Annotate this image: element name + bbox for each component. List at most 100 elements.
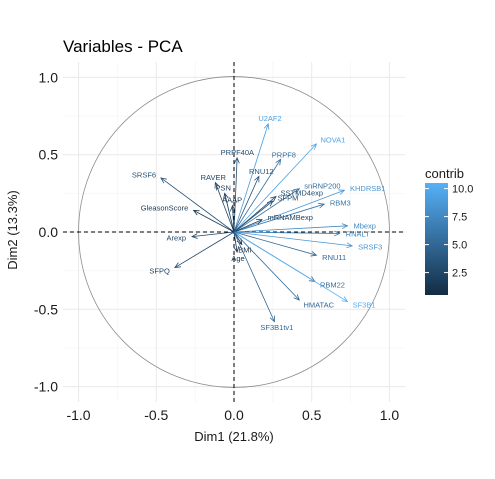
variable-arrow bbox=[233, 231, 353, 247]
variable-label: GleasonScore bbox=[141, 204, 189, 213]
variable-arrow bbox=[160, 177, 235, 233]
variable-label: SSTMD4exp bbox=[281, 189, 324, 198]
variable-label: Age bbox=[231, 254, 244, 263]
y-tick-label: -1.0 bbox=[34, 379, 58, 395]
variable-arrow bbox=[224, 193, 235, 233]
variable-arrowhead bbox=[341, 296, 349, 303]
variable-arrowhead bbox=[223, 192, 229, 200]
variable-arrowhead bbox=[263, 122, 270, 130]
y-tick-label: 0.5 bbox=[39, 147, 59, 163]
variable-label: RNALT bbox=[346, 230, 370, 239]
variable-label: U2AF2 bbox=[258, 114, 281, 123]
variable-label: SRSF3 bbox=[358, 243, 382, 252]
variable-label: RBM22 bbox=[320, 281, 345, 290]
variable-arrow bbox=[233, 225, 348, 233]
variable-arrow bbox=[233, 157, 238, 233]
variable-label: Arexp bbox=[166, 233, 186, 242]
variable-arrow bbox=[233, 231, 275, 322]
x-tick-label: -0.5 bbox=[144, 407, 168, 423]
variable-arrowhead bbox=[275, 158, 282, 166]
y-tick-label: 1.0 bbox=[39, 69, 59, 85]
variable-arrow bbox=[214, 182, 235, 233]
variable-label: HMATAC bbox=[303, 300, 334, 309]
variable-label: AAAP bbox=[222, 196, 242, 205]
variable-arrow bbox=[233, 231, 340, 234]
variable-arrow bbox=[233, 159, 281, 233]
variable-label: Mbexp bbox=[353, 221, 376, 230]
variable-arrowhead bbox=[293, 294, 300, 301]
legend-tick-label: 7.5 bbox=[452, 212, 467, 224]
variable-label: RAVER bbox=[201, 173, 227, 182]
variable-label: NOVA1 bbox=[320, 136, 345, 145]
variable-arrow bbox=[233, 231, 300, 301]
x-tick-label: 0.5 bbox=[302, 407, 322, 423]
variable-arrow bbox=[233, 219, 263, 233]
variable-label: RNU11 bbox=[322, 253, 346, 262]
variable-label: PRPF8 bbox=[272, 150, 296, 159]
variable-arrowhead bbox=[293, 188, 301, 195]
variable-arrow bbox=[233, 231, 317, 256]
x-tick-label: -1.0 bbox=[66, 407, 90, 423]
variable-arrow bbox=[174, 231, 235, 268]
variable-arrowhead bbox=[191, 233, 198, 239]
variable-arrowhead bbox=[233, 246, 240, 254]
variable-arrow bbox=[233, 231, 348, 302]
y-axis-title: Dim2 (13.3%) bbox=[5, 190, 20, 269]
variable-arrowhead bbox=[254, 175, 260, 183]
variable-arrowhead bbox=[338, 189, 346, 195]
variable-label: BMI bbox=[238, 245, 251, 254]
legend-colorbar bbox=[425, 183, 448, 295]
legend-title: contrib bbox=[425, 166, 464, 181]
plot-panel: -1.0 -0.5 0.0 0.5 1.0 -1.0 -0.5 0.0 0.5 1.0 U2AF2 N… bbox=[34, 62, 405, 423]
variable-arrow bbox=[233, 176, 260, 233]
variable-label: mRNAMBexp bbox=[267, 213, 312, 222]
variable-arrow bbox=[233, 143, 317, 233]
variable-label: PRPF40A bbox=[221, 148, 254, 157]
x-axis-title: Dim1 (21.8%) bbox=[194, 429, 273, 444]
variable-arrow bbox=[233, 188, 300, 233]
variable-label: RNU12 bbox=[249, 167, 274, 176]
variable-arrowhead bbox=[310, 143, 318, 150]
contrib-legend: contrib 10.0 7.5 5.0 2.5 bbox=[425, 166, 473, 295]
variable-arrow bbox=[232, 205, 235, 233]
variable-arrowhead bbox=[266, 200, 274, 207]
variable-label: SFPM bbox=[278, 193, 299, 202]
variable-arrowhead bbox=[192, 209, 200, 216]
variable-label: SRSF6 bbox=[132, 170, 156, 179]
variable-arrow bbox=[233, 203, 325, 233]
variable-arrowhead bbox=[341, 223, 349, 229]
variable-label: PSN bbox=[216, 184, 231, 193]
variable-label: RBM3 bbox=[330, 198, 351, 207]
variable-arrowhead bbox=[160, 177, 167, 184]
x-tick-label: 1.0 bbox=[380, 407, 400, 423]
variable-arrow bbox=[233, 231, 238, 253]
variable-arrow bbox=[193, 210, 235, 233]
variable-arrowhead bbox=[334, 230, 341, 237]
variable-arrowhead bbox=[174, 262, 181, 269]
y-tick-label: 0.0 bbox=[39, 224, 59, 240]
legend-tick-label: 5.0 bbox=[452, 240, 467, 252]
variable-arrow bbox=[233, 189, 345, 233]
variable-arrowhead bbox=[318, 203, 326, 209]
legend-tick-label: 2.5 bbox=[452, 268, 467, 280]
x-tick-label: 0.0 bbox=[224, 407, 244, 423]
variable-arrowhead bbox=[346, 242, 354, 249]
variable-arrowhead bbox=[269, 315, 275, 323]
variable-arrow bbox=[191, 231, 235, 238]
variable-arrow bbox=[233, 200, 274, 233]
variable-arrowhead bbox=[214, 181, 220, 189]
variable-arrowhead bbox=[255, 219, 263, 225]
variable-label: SFPQ bbox=[149, 267, 170, 276]
variable-label: KHDRSB1 bbox=[350, 184, 385, 193]
variable-arrow bbox=[233, 123, 269, 233]
variable-arrowhead bbox=[229, 204, 236, 212]
chart-title: Variables - PCA bbox=[63, 37, 183, 56]
y-tick-label: -0.5 bbox=[34, 301, 58, 317]
variable-label: snRNP200 bbox=[304, 181, 340, 190]
variable-label: SF3B1tv1 bbox=[260, 323, 293, 332]
variable-label: SF3B1 bbox=[353, 301, 376, 310]
variable-arrowhead bbox=[270, 195, 277, 203]
variable-arrowhead bbox=[234, 156, 240, 164]
